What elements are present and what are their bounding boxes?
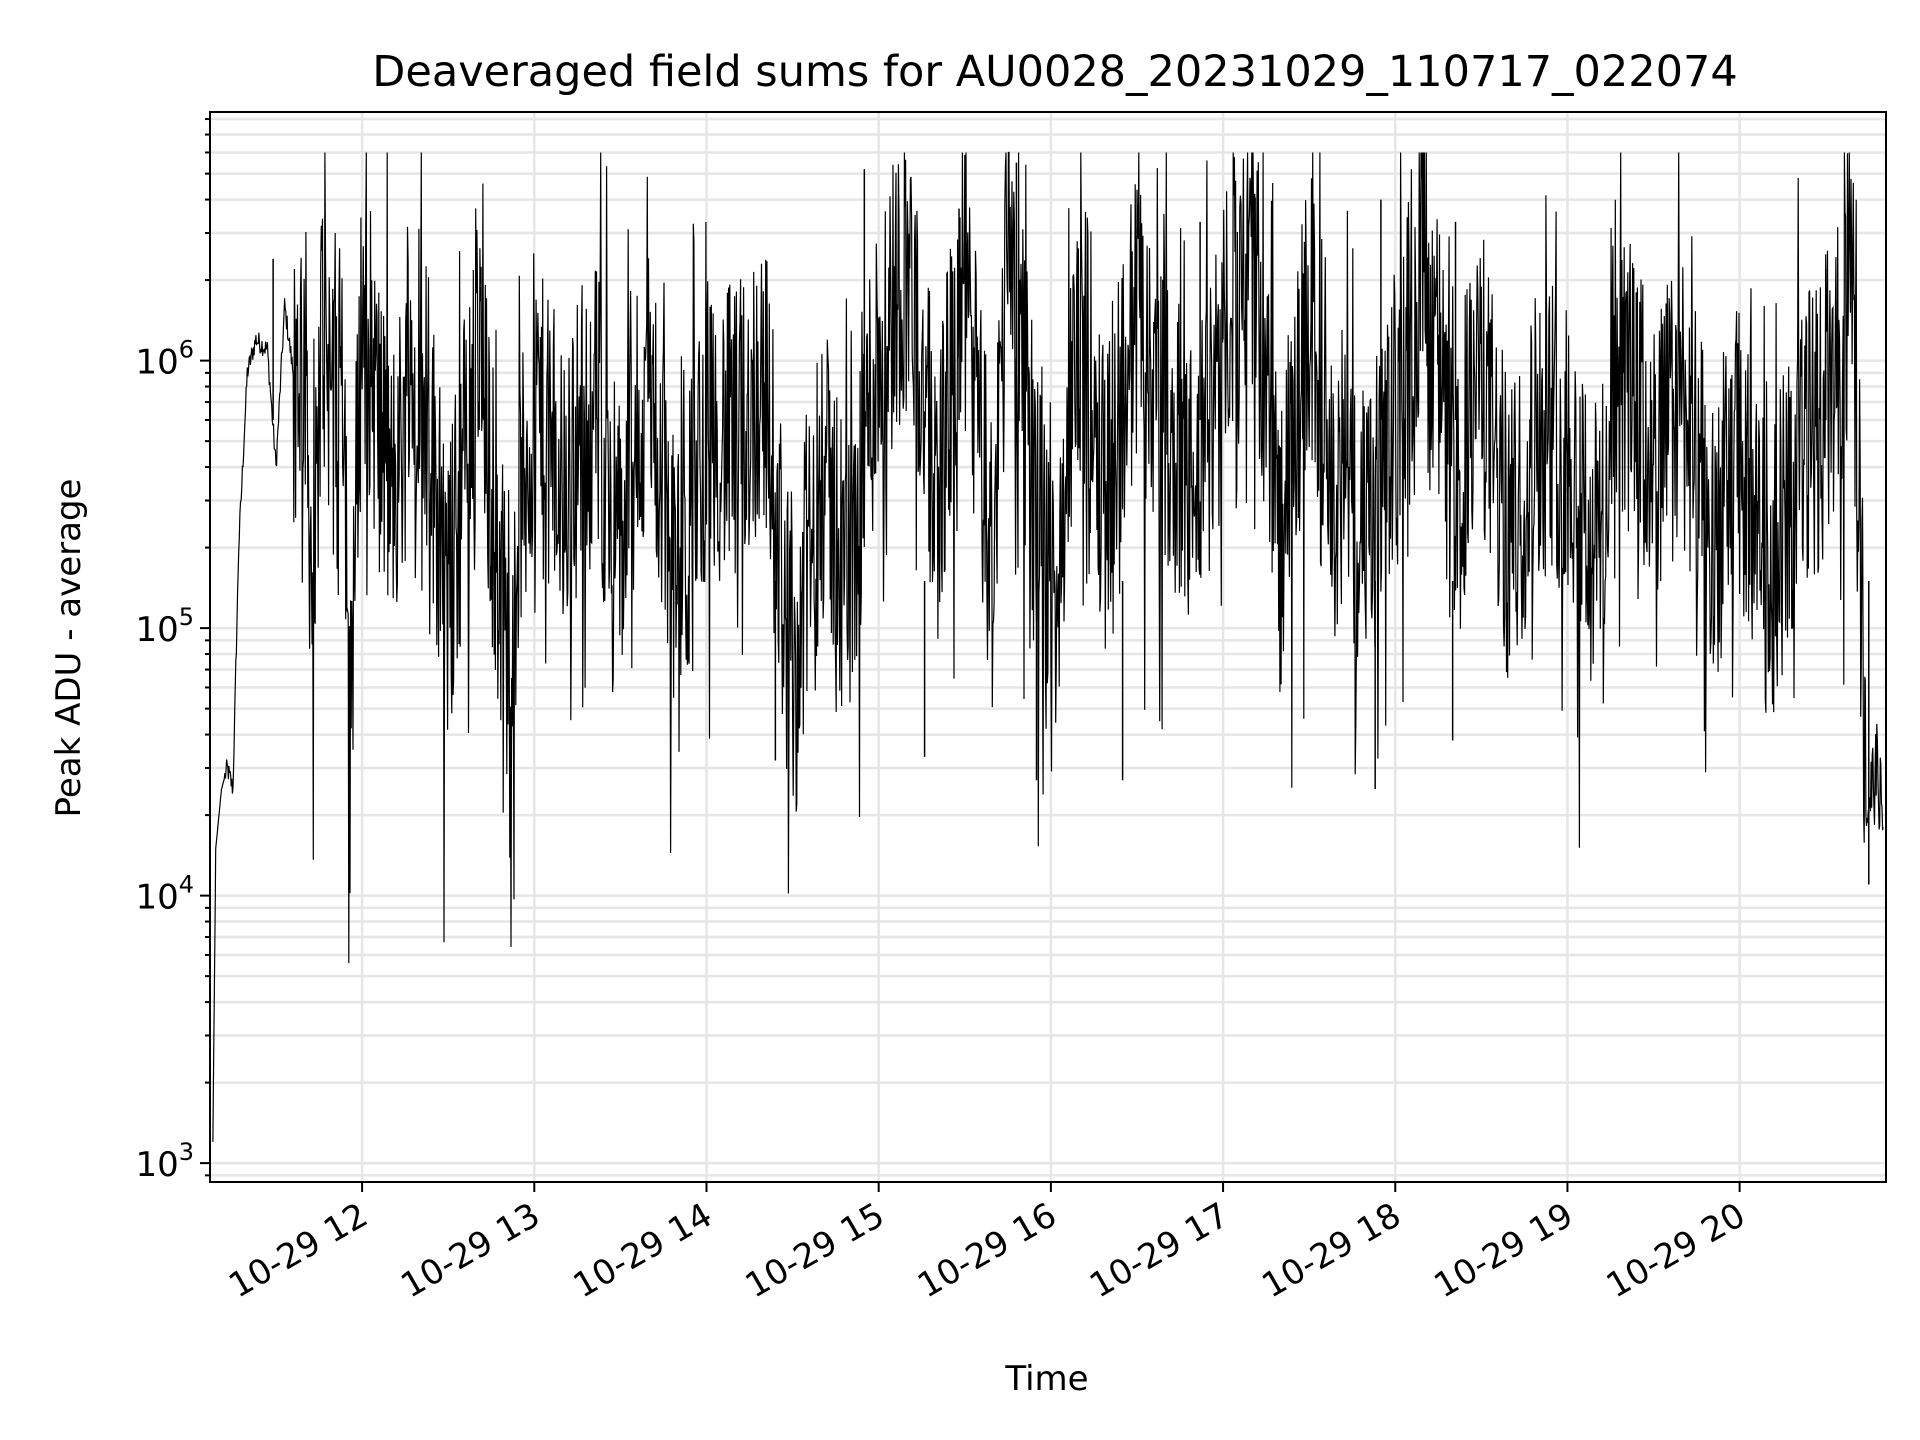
plot-frame (209, 111, 1887, 1183)
y-tick-exponent: 6 (179, 336, 194, 364)
y-tick-label: 106 (135, 336, 194, 383)
series-line (212, 151, 1884, 1142)
chart-title: Deaveraged field sums for AU0028_2023102… (372, 47, 1737, 97)
y-tick-label: 103 (135, 1138, 194, 1185)
y-tick-base: 10 (135, 878, 178, 918)
y-tick-label: 105 (135, 603, 194, 650)
y-tick-exponent: 5 (179, 603, 194, 631)
y-tick-base: 10 (135, 610, 178, 650)
data-series (212, 151, 1884, 1142)
y-tick-base: 10 (135, 1145, 178, 1185)
y-axis-label: Peak ADU - average (49, 479, 89, 818)
y-tick-exponent: 4 (179, 871, 194, 899)
x-axis-label: Time (1004, 1359, 1088, 1399)
y-tick-exponent: 3 (179, 1138, 194, 1166)
y-tick-base: 10 (135, 343, 178, 383)
y-tick-label: 104 (135, 871, 194, 918)
